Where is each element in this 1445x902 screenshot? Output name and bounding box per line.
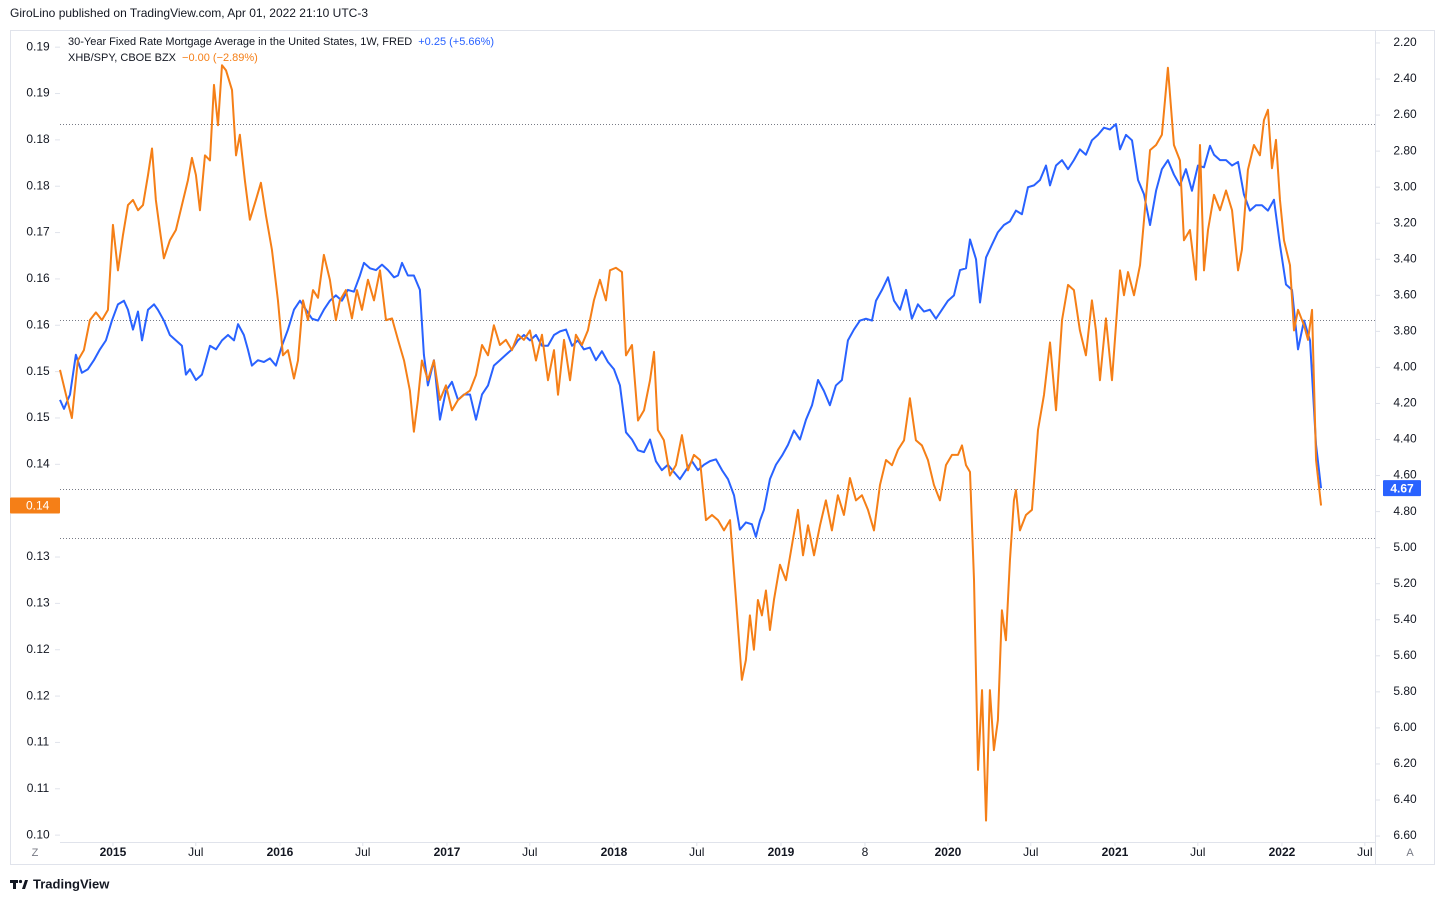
y2-tick-label: 2.60: [1393, 107, 1417, 121]
zoom-button[interactable]: Z: [32, 847, 39, 859]
y2-tick-label: 2.40: [1393, 71, 1417, 85]
y2-tick-label: 3.20: [1393, 215, 1417, 229]
brand-name: TradingView: [33, 876, 110, 891]
y2-tick-label: 6.20: [1393, 756, 1417, 770]
y2-tick-label: 3.00: [1393, 179, 1417, 193]
y2-tick-label: 5.20: [1393, 576, 1417, 590]
x-tick-label: 2019: [768, 845, 795, 859]
x-tick-label: 2021: [1102, 845, 1129, 859]
y-tick-label: 0.13: [26, 596, 50, 610]
chart-frame: [10, 30, 1435, 865]
y2-tick-label: 2.20: [1393, 35, 1417, 49]
y-tick-label: 0.15: [26, 410, 50, 424]
auto-scale-button[interactable]: A: [1406, 847, 1414, 859]
y-tick-label: 0.16: [26, 317, 50, 331]
y-tick-label: 0.15: [26, 364, 50, 378]
x-tick-label: Jul: [188, 845, 203, 859]
legend-entry: 30-Year Fixed Rate Mortgage Average in t…: [68, 36, 412, 48]
x-tick-label: Jul: [355, 845, 370, 859]
x-tick-label: 2020: [935, 845, 962, 859]
y2-tick-label: 4.80: [1393, 504, 1417, 518]
y2-tick-label: 5.80: [1393, 684, 1417, 698]
x-tick-label: 2016: [267, 845, 294, 859]
last-value-badge: [10, 497, 60, 514]
y2-tick-label: 5.40: [1393, 612, 1417, 626]
y-tick-label: 0.19: [26, 39, 50, 53]
y-tick-label: 0.18: [26, 178, 50, 192]
y2-tick-label: 4.00: [1393, 360, 1417, 374]
legend-entry: XHB/SPY, CBOE BZX: [68, 52, 177, 64]
legend-change: +0.25 (+5.66%): [418, 36, 494, 48]
x-tick-label: Jul: [689, 845, 704, 859]
y-tick-label: 0.13: [26, 549, 50, 563]
x-tick-label: 2018: [601, 845, 628, 859]
y2-tick-label: 3.80: [1393, 324, 1417, 338]
y-tick-label: 0.10: [26, 827, 50, 841]
y-tick-label: 0.12: [26, 688, 50, 702]
last-value-badge: [1383, 480, 1421, 497]
publish-header: GiroLino published on TradingView.com, A…: [10, 6, 368, 20]
y-tick-label: 0.11: [27, 781, 50, 795]
x-tick-label: Jul: [1357, 845, 1372, 859]
y-tick-label: 0.18: [26, 132, 50, 146]
y2-tick-label: 6.40: [1393, 792, 1417, 806]
y2-tick-label: 2.80: [1393, 143, 1417, 157]
x-tick-label: Jul: [522, 845, 537, 859]
y-tick-label: 0.16: [26, 271, 50, 285]
series-line: [59, 123, 1323, 538]
x-tick-label: 8: [862, 845, 869, 859]
y2-tick-label: 4.60: [1393, 468, 1417, 482]
y2-tick-label: 5.00: [1393, 540, 1417, 554]
y-tick-label: 0.19: [26, 86, 50, 100]
y-tick-label: 0.17: [26, 225, 50, 239]
y2-tick-label: 4.40: [1393, 432, 1417, 446]
y-tick-label: 0.11: [27, 735, 50, 749]
y2-tick-label: 3.40: [1393, 251, 1417, 265]
y-tick-label: 0.14: [26, 456, 50, 470]
y2-tick-label: 6.60: [1393, 828, 1417, 842]
x-tick-label: 2015: [100, 845, 127, 859]
legend: 30-Year Fixed Rate Mortgage Average in t…: [68, 36, 494, 64]
last-value-label: 4.67: [1390, 481, 1414, 495]
last-value-label: 0.14: [26, 499, 50, 513]
x-tick-label: 2017: [434, 845, 461, 859]
x-tick-label: 2022: [1269, 845, 1296, 859]
series-line: [59, 64, 1323, 822]
y2-tick-label: 6.00: [1393, 720, 1417, 734]
y2-tick-label: 4.20: [1393, 396, 1417, 410]
y-tick-label: 0.12: [26, 642, 50, 656]
x-tick-label: Jul: [1023, 845, 1038, 859]
y2-tick-label: 3.60: [1393, 287, 1417, 301]
legend-change: −0.00 (−2.89%): [182, 52, 258, 64]
x-tick-label: Jul: [1190, 845, 1205, 859]
y2-tick-label: 5.60: [1393, 648, 1417, 662]
brand-logo: [10, 879, 28, 889]
